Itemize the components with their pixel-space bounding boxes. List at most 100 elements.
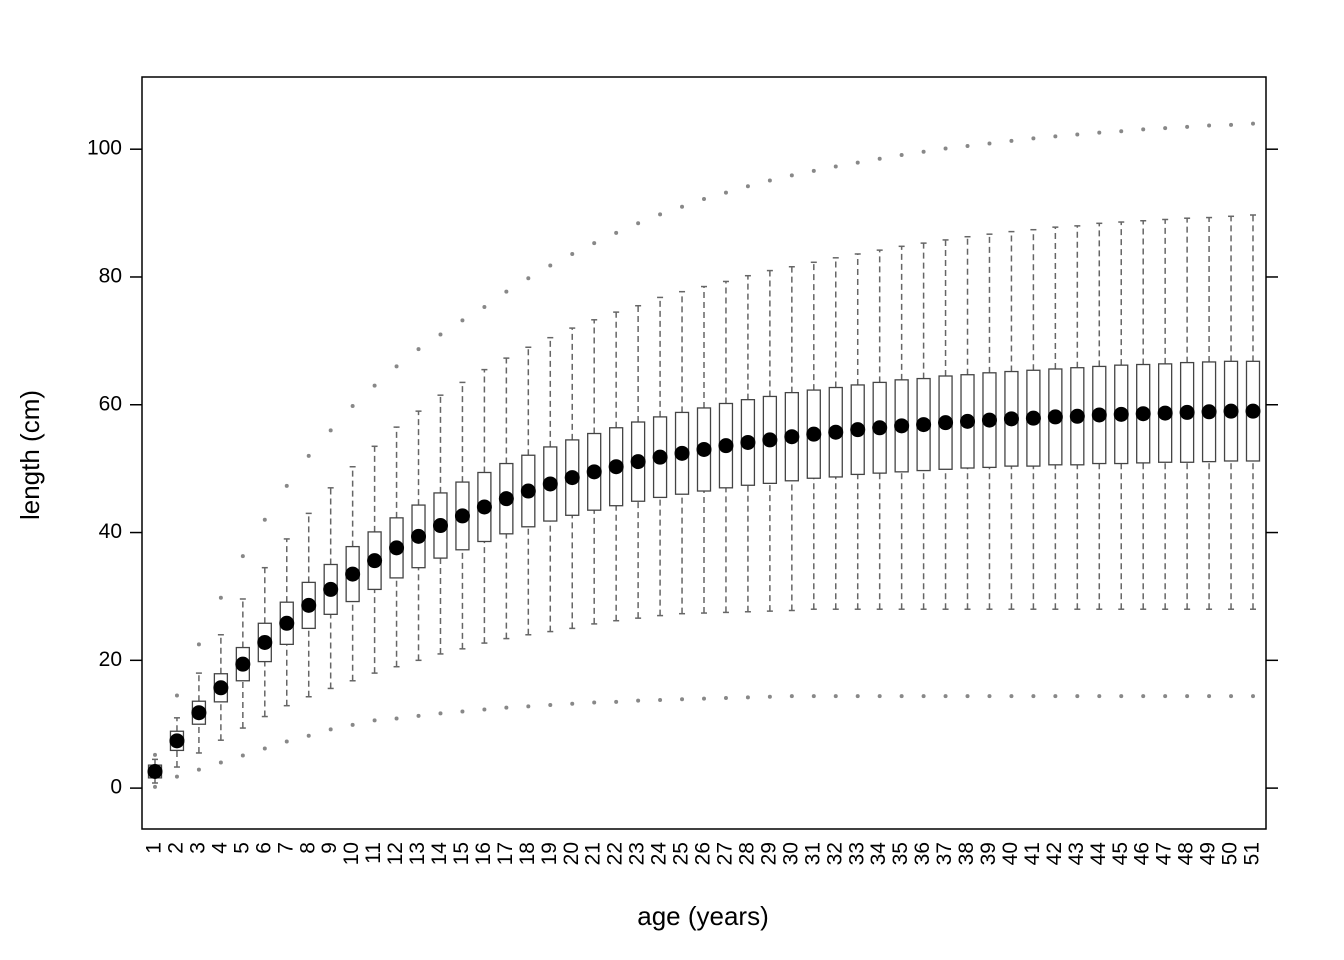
outlier xyxy=(658,212,663,217)
median xyxy=(520,483,536,499)
median xyxy=(367,553,383,569)
outlier xyxy=(702,197,706,202)
median xyxy=(564,470,580,486)
outlier xyxy=(1031,136,1036,141)
median xyxy=(586,464,602,480)
outlier xyxy=(1075,694,1080,699)
outlier xyxy=(789,694,794,699)
outlier xyxy=(306,453,311,458)
outlier xyxy=(723,696,728,701)
outlier xyxy=(943,146,948,151)
x-tick-label: 14 xyxy=(428,842,451,866)
x-tick-label: 42 xyxy=(1043,842,1066,865)
outlier xyxy=(1185,124,1190,129)
plot-frame xyxy=(141,76,1267,830)
x-tick-label: 48 xyxy=(1175,842,1198,865)
outlier xyxy=(658,697,663,702)
median xyxy=(542,476,558,492)
x-tick-label: 2 xyxy=(165,842,188,854)
outlier xyxy=(987,141,992,146)
outlier xyxy=(570,701,575,706)
outlier xyxy=(372,383,377,388)
outlier xyxy=(592,241,597,246)
outlier xyxy=(262,517,267,522)
outlier xyxy=(372,718,377,723)
median xyxy=(1025,410,1041,426)
median xyxy=(608,459,624,475)
outlier xyxy=(767,178,772,183)
outlier xyxy=(680,697,685,702)
outlier xyxy=(680,204,685,209)
y-tick-label: 60 xyxy=(99,392,122,415)
outlier xyxy=(328,727,333,732)
x-tick-label: 8 xyxy=(296,842,319,854)
outlier xyxy=(1119,694,1124,699)
outlier xyxy=(196,642,201,647)
x-tick-label: 31 xyxy=(801,842,824,865)
x-tick-label: 24 xyxy=(648,842,671,866)
x-tick-label: 32 xyxy=(823,842,846,865)
y-axis-title: length (cm) xyxy=(15,390,45,520)
x-tick-label: 13 xyxy=(406,842,429,865)
outlier xyxy=(482,305,487,310)
outlier xyxy=(614,699,619,704)
outlier xyxy=(438,711,443,716)
outlier xyxy=(240,554,245,559)
median xyxy=(850,422,866,438)
median xyxy=(762,432,778,448)
median xyxy=(476,499,492,515)
outlier xyxy=(614,230,619,235)
outlier xyxy=(921,694,926,699)
x-tick-label: 49 xyxy=(1197,842,1220,865)
outlier xyxy=(636,221,641,226)
outlier xyxy=(965,144,970,149)
median xyxy=(1003,411,1019,427)
x-tick-label: 30 xyxy=(779,842,802,865)
outlier xyxy=(592,700,597,705)
median xyxy=(981,412,997,428)
median xyxy=(1245,403,1261,419)
median xyxy=(872,420,888,436)
outlier xyxy=(262,746,267,751)
median xyxy=(498,491,514,507)
median xyxy=(1113,406,1129,422)
median xyxy=(411,528,427,544)
outlier xyxy=(526,276,531,281)
x-axis-title: age (years) xyxy=(637,901,769,931)
outlier xyxy=(526,704,531,709)
x-tick-label: 3 xyxy=(186,842,209,854)
x-tick-label: 36 xyxy=(911,842,934,865)
median xyxy=(1201,404,1217,420)
outlier xyxy=(1141,694,1146,699)
outlier xyxy=(767,694,772,699)
outlier xyxy=(416,713,421,718)
median xyxy=(696,441,712,457)
outlier xyxy=(899,694,904,699)
outlier xyxy=(350,404,355,409)
x-tick-label: 22 xyxy=(604,842,627,865)
outlier xyxy=(921,149,926,154)
x-tick-label: 12 xyxy=(384,842,407,865)
median xyxy=(1157,405,1173,421)
outlier xyxy=(218,595,223,600)
outlier xyxy=(723,190,728,195)
median xyxy=(784,429,800,445)
outlier xyxy=(548,263,553,268)
median xyxy=(1179,404,1195,420)
outlier xyxy=(548,703,553,708)
median xyxy=(718,438,734,454)
median xyxy=(147,763,163,779)
median xyxy=(279,615,295,631)
outlier xyxy=(196,767,201,772)
x-tick-label: 4 xyxy=(208,842,231,854)
outlier xyxy=(504,705,509,710)
y-tick-label: 40 xyxy=(99,520,122,543)
median xyxy=(213,680,229,696)
x-tick-label: 26 xyxy=(692,842,715,865)
outlier xyxy=(1207,694,1212,699)
outlier xyxy=(174,774,179,779)
outlier xyxy=(174,693,179,698)
outlier xyxy=(1053,134,1058,139)
x-tick-label: 23 xyxy=(626,842,649,865)
outlier xyxy=(1185,694,1190,699)
